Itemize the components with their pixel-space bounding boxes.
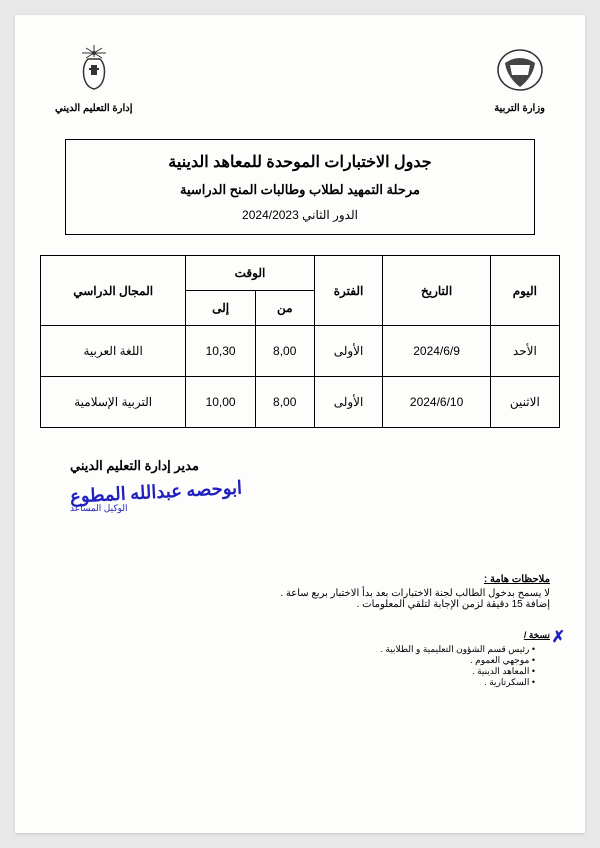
cell-from: 8,00 (255, 377, 314, 428)
notes-block: ملاحظات هامة : لا يسمح بدخول الطالب لجنة… (40, 574, 560, 610)
checkmark-icon: ✗ (552, 627, 565, 647)
list-item: المعاهد الدينية . (40, 666, 535, 677)
signature-block: مدير إدارة التعليم الديني ابوحصه عبدالله… (40, 458, 560, 514)
col-date: التاريخ (383, 256, 490, 326)
cell-period: الأولى (314, 326, 383, 377)
header-row: وزارة التربية إدارة التعليم الديني (40, 45, 560, 114)
col-period: الفترة (314, 256, 383, 326)
title-sub: مرحلة التمهيد لطلاب وطالبات المنح الدراس… (86, 182, 514, 198)
document-page: وزارة التربية إدارة التعليم الديني جدول … (15, 15, 585, 833)
cell-day: الأحد (490, 326, 559, 377)
list-item: رئيس قسم الشؤون التعليمية و الطلابية . (40, 644, 535, 655)
signature-title: مدير إدارة التعليم الديني (70, 458, 560, 474)
col-to: إلى (186, 291, 256, 326)
notes-title: ملاحظات هامة : (40, 574, 550, 585)
schedule-table: اليوم التاريخ الفترة الوقت المجال الدراس… (40, 255, 560, 428)
notes-line: لا يسمح بدخول الطالب لجنة الاختبارات بعد… (40, 588, 550, 599)
list-item: موجهي العموم . (40, 655, 535, 666)
department-emblem-icon (74, 45, 114, 95)
cell-period: الأولى (314, 377, 383, 428)
cell-day: الاثنين (490, 377, 559, 428)
list-item: السكرتارية . (40, 677, 535, 688)
cell-date: 2024/6/10 (383, 377, 490, 428)
col-day: اليوم (490, 256, 559, 326)
copies-list: رئيس قسم الشؤون التعليمية و الطلابية . م… (40, 644, 550, 688)
cell-subject: اللغة العربية (41, 326, 186, 377)
copies-title: نسخة / (40, 630, 550, 641)
cell-subject: التربية الإسلامية (41, 377, 186, 428)
signature-handwriting: ابوحصه عبدالله المطوع (70, 478, 243, 508)
department-logo-block: إدارة التعليم الديني (55, 45, 133, 114)
cell-to: 10,00 (186, 377, 256, 428)
ministry-emblem-icon (495, 45, 545, 95)
cell-from: 8,00 (255, 326, 314, 377)
title-round: الدور الثاني 2024/2023 (86, 208, 514, 222)
cell-to: 10,30 (186, 326, 256, 377)
signature-subtitle: الوكيل المساعد (70, 503, 560, 514)
col-subject: المجال الدراسي (41, 256, 186, 326)
title-box: جدول الاختبارات الموحدة للمعاهد الدينية … (65, 139, 535, 235)
ministry-caption: وزارة التربية (494, 103, 545, 114)
table-row: الاثنين 2024/6/10 الأولى 8,00 10,00 التر… (41, 377, 560, 428)
title-main: جدول الاختبارات الموحدة للمعاهد الدينية (86, 152, 514, 172)
table-row: الأحد 2024/6/9 الأولى 8,00 10,30 اللغة ا… (41, 326, 560, 377)
ministry-logo-block: وزارة التربية (494, 45, 545, 114)
notes-line: إضافة 15 دقيقة لزمن الإجابة لتلقي المعلو… (40, 599, 550, 610)
cell-date: 2024/6/9 (383, 326, 490, 377)
col-time: الوقت (186, 256, 314, 291)
department-caption: إدارة التعليم الديني (55, 103, 133, 114)
copies-block: ✗ نسخة / رئيس قسم الشؤون التعليمية و الط… (40, 630, 560, 688)
col-from: من (255, 291, 314, 326)
